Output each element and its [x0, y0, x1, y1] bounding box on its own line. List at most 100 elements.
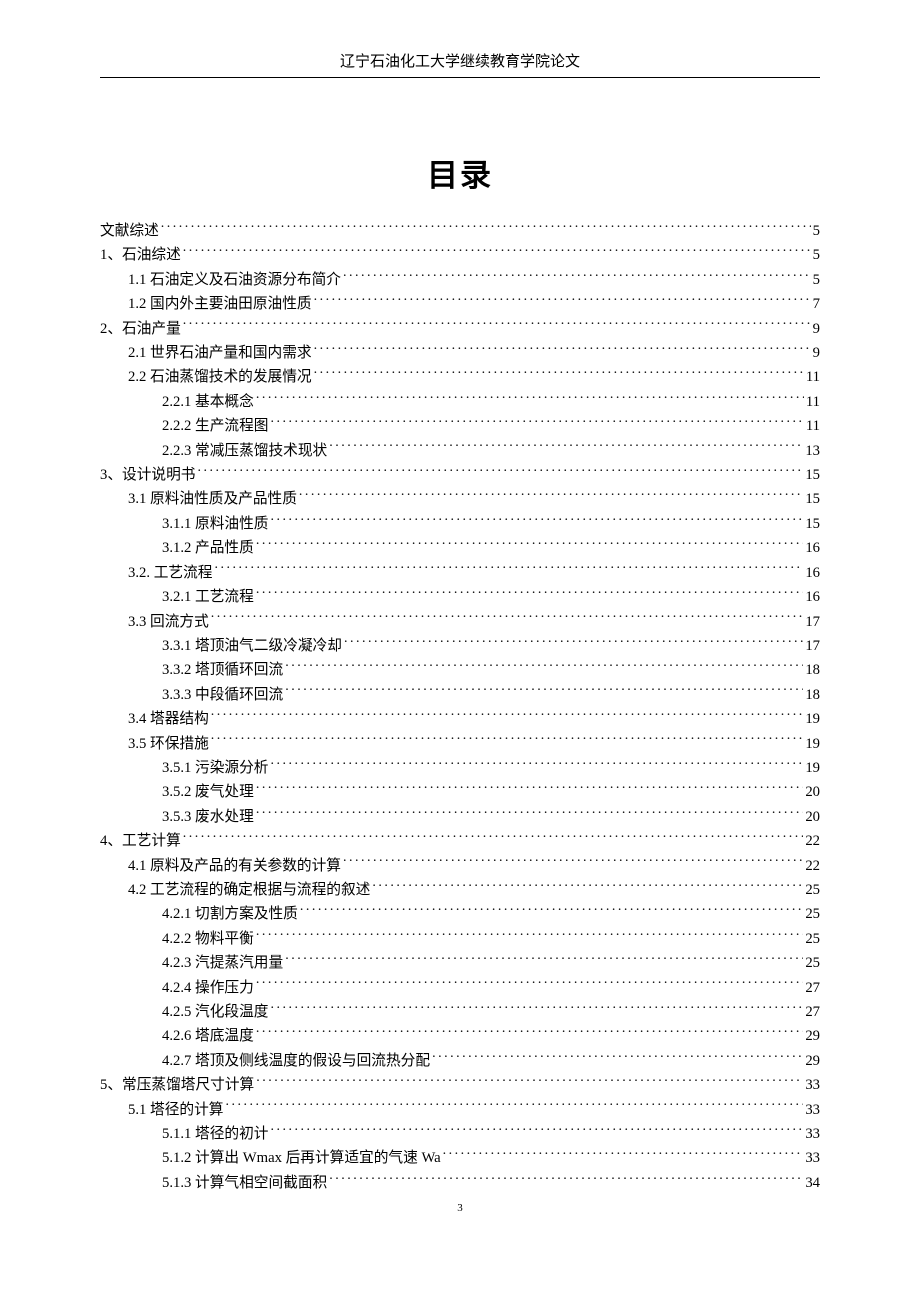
toc-entry: 3.3.3 中段循环回流18 [100, 683, 820, 707]
toc-entry-page: 27 [805, 1000, 820, 1024]
toc-entry-page: 29 [805, 1049, 820, 1073]
toc-leader-dots [197, 464, 803, 479]
toc-entry-label: 5.1.3 计算气相空间截面积 [162, 1171, 327, 1195]
toc-entry: 3.5 环保措施 19 [100, 732, 820, 756]
toc-heading: 目录 [100, 150, 820, 195]
toc-entry-page: 9 [813, 317, 820, 341]
toc-entry: 4、工艺计算22 [100, 829, 820, 853]
toc-entry: 3.1.1 原料油性质15 [100, 512, 820, 536]
toc-entry: 4.2.6 塔底温度29 [100, 1024, 820, 1048]
toc-entry-page: 7 [813, 292, 820, 316]
toc-entry: 4.2.1 切割方案及性质25 [100, 902, 820, 926]
toc-entry: 3.5.1 污染源分析19 [100, 756, 820, 780]
toc-leader-dots [443, 1148, 804, 1163]
header-divider [100, 77, 820, 78]
toc-entry-label: 1.2 国内外主要油田原油性质 [128, 292, 312, 316]
toc-entry-page: 9 [813, 341, 820, 365]
toc-entry-label: 2.1 世界石油产量和国内需求 [128, 341, 312, 365]
document-page: 辽宁石油化工大学继续教育学院论文 目录 文献综述51、石油综述51.1 石油定义… [0, 0, 920, 1235]
toc-entry: 4.2 工艺流程的确定根据与流程的叙述25 [100, 878, 820, 902]
toc-leader-dots [183, 318, 811, 333]
toc-entry-page: 25 [805, 951, 820, 975]
toc-entry: 5、常压蒸馏塔尺寸计算 33 [100, 1073, 820, 1097]
toc-leader-dots [314, 367, 804, 382]
toc-entry-page: 16 [805, 536, 820, 560]
toc-entry-label: 2.2.1 基本概念 [162, 390, 254, 414]
page-number: 3 [0, 1202, 920, 1214]
toc-entry-page: 5 [813, 268, 820, 292]
toc-entry-page: 22 [805, 829, 820, 853]
toc-entry-label: 4.2.1 切割方案及性质 [162, 902, 298, 926]
toc-entry-page: 19 [805, 707, 820, 731]
toc-entry: 3.4 塔器结构19 [100, 707, 820, 731]
toc-leader-dots [214, 562, 803, 577]
toc-entry-page: 33 [805, 1073, 820, 1097]
toc-entry: 1、石油综述5 [100, 243, 820, 267]
toc-entry-page: 18 [805, 658, 820, 682]
toc-entry: 3.3.2 塔顶循环回流 18 [100, 658, 820, 682]
page-header-title: 辽宁石油化工大学继续教育学院论文 [100, 50, 820, 77]
toc-entry-label: 4.2.5 汽化段温度 [162, 1000, 269, 1024]
toc-entry: 3.5.3 废水处理 20 [100, 805, 820, 829]
toc-entry-label: 5、常压蒸馏塔尺寸计算 [100, 1073, 254, 1097]
toc-entry-page: 19 [805, 732, 820, 756]
toc-leader-dots [161, 220, 811, 235]
toc-leader-dots [285, 684, 803, 699]
toc-entry: 3.5.2 废气处理20 [100, 780, 820, 804]
toc-entry-label: 4.2.7 塔顶及侧线温度的假设与回流热分配 [162, 1049, 430, 1073]
toc-entry-label: 3.5 环保措施 [128, 732, 209, 756]
toc-entry-label: 3.2. 工艺流程 [128, 561, 212, 585]
toc-entry-label: 2.2.3 常减压蒸馏技术现状 [162, 439, 327, 463]
toc-leader-dots [343, 855, 803, 870]
toc-entry-page: 16 [805, 585, 820, 609]
toc-entry-label: 3.3.1 塔顶油气二级冷凝冷却 [162, 634, 342, 658]
toc-entry-label: 4.1 原料及产品的有关参数的计算 [128, 854, 341, 878]
toc-entry-page: 33 [805, 1098, 820, 1122]
toc-entry-page: 13 [805, 439, 820, 463]
toc-entry-page: 11 [806, 365, 820, 389]
toc-entry-label: 4.2.3 汽提蒸汽用量 [162, 951, 283, 975]
toc-entry-page: 20 [805, 805, 820, 829]
toc-entry-page: 33 [805, 1146, 820, 1170]
toc-entry: 5.1.2 计算出 Wmax 后再计算适宜的气速 Wa33 [100, 1146, 820, 1170]
toc-entry: 2.1 世界石油产量和国内需求 9 [100, 341, 820, 365]
toc-leader-dots [314, 342, 811, 357]
toc-entry-page: 20 [805, 780, 820, 804]
toc-entry: 4.2.5 汽化段温度 27 [100, 1000, 820, 1024]
toc-entry-page: 19 [805, 756, 820, 780]
toc-entry-label: 2、石油产量 [100, 317, 181, 341]
toc-leader-dots [256, 1026, 804, 1041]
toc-leader-dots [256, 806, 804, 821]
toc-entry: 5.1.3 计算气相空间截面积 34 [100, 1171, 820, 1195]
toc-entry-label: 3.2.1 工艺流程 [162, 585, 254, 609]
toc-leader-dots [271, 513, 804, 528]
toc-entry-label: 3.3 回流方式 [128, 610, 209, 634]
toc-leader-dots [256, 928, 804, 943]
toc-entry-label: 5.1 塔径的计算 [128, 1098, 223, 1122]
toc-entry-label: 3.5.3 废水处理 [162, 805, 254, 829]
toc-entry: 3.1.2 产品性质16 [100, 536, 820, 560]
toc-entry: 2.2.2 生产流程图11 [100, 414, 820, 438]
toc-entry-label: 3.1 原料油性质及产品性质 [128, 487, 297, 511]
toc-entry-label: 4.2.2 物料平衡 [162, 927, 254, 951]
toc-leader-dots [256, 538, 804, 553]
toc-entry-page: 27 [805, 976, 820, 1000]
toc-entry-page: 15 [805, 487, 820, 511]
toc-leader-dots [256, 1075, 803, 1090]
toc-entry-label: 3、设计说明书 [100, 463, 195, 487]
toc-leader-dots [314, 294, 811, 309]
toc-entry: 2.2 石油蒸馏技术的发展情况 11 [100, 365, 820, 389]
toc-entry-page: 34 [805, 1171, 820, 1195]
toc-leader-dots [285, 953, 803, 968]
toc-entry: 3.3 回流方式17 [100, 610, 820, 634]
toc-entry: 3.2. 工艺流程16 [100, 561, 820, 585]
toc-entry: 2.2.3 常减压蒸馏技术现状 13 [100, 439, 820, 463]
toc-entry: 4.2.3 汽提蒸汽用量 25 [100, 951, 820, 975]
toc-entry: 2.2.1 基本概念11 [100, 390, 820, 414]
toc-entry-page: 5 [813, 243, 820, 267]
toc-entry-label: 2.2 石油蒸馏技术的发展情况 [128, 365, 312, 389]
toc-leader-dots [300, 904, 803, 919]
toc-entry-label: 3.3.2 塔顶循环回流 [162, 658, 283, 682]
toc-entry-label: 文献综述 [100, 219, 159, 243]
toc-entry-label: 2.2.2 生产流程图 [162, 414, 269, 438]
